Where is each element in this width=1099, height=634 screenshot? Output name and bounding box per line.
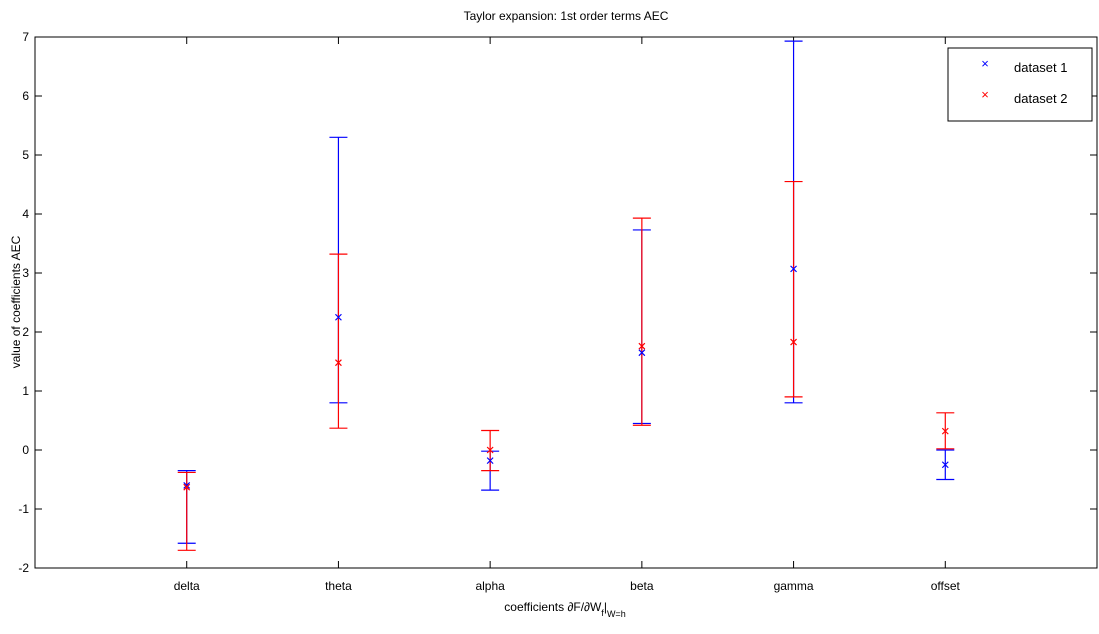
y-tick-label: 4 <box>22 207 29 221</box>
error-bars <box>177 40 955 551</box>
marker-dataset-2 <box>183 483 191 491</box>
legend-marker-dataset-2: × <box>981 87 989 102</box>
x-axis-label-subscript-f: f <box>601 608 604 618</box>
x-tick-label-theta: theta <box>325 579 352 593</box>
y-tick-label: -2 <box>18 561 29 575</box>
marker-dataset-2 <box>941 427 949 435</box>
x-axis-label-bar: | <box>604 600 607 614</box>
marker-dataset-1 <box>638 349 646 357</box>
legend-label-dataset-1: dataset 1 <box>1014 60 1068 75</box>
data-markers <box>183 265 949 491</box>
x-tick-label-gamma: gamma <box>774 579 814 593</box>
legend-marker-dataset-1: × <box>981 56 989 71</box>
x-tick-label-delta: delta <box>174 579 200 593</box>
y-axis-label: value of coefficients AEC <box>9 235 23 368</box>
y-tick-label: 5 <box>22 148 29 162</box>
y-tick-label: 6 <box>22 89 29 103</box>
x-axis-label: coefficients ∂F/∂Wf|W=h <box>504 600 625 619</box>
marker-dataset-2 <box>335 359 342 367</box>
marker-dataset-1 <box>486 457 494 465</box>
axes-box <box>34 36 1098 569</box>
y-tick-label: 0 <box>22 443 29 457</box>
x-axis-label-subscript-w: W=h <box>607 609 626 619</box>
marker-dataset-2 <box>790 338 797 346</box>
plot-background <box>35 37 1097 568</box>
marker-dataset-2 <box>638 342 646 350</box>
marker-dataset-1 <box>941 461 949 469</box>
y-tick-label: 1 <box>22 384 29 398</box>
chart-title: Taylor expansion: 1st order terms AEC <box>464 9 669 23</box>
y-tick-label: 3 <box>22 266 29 280</box>
x-tick-label-alpha: alpha <box>475 579 505 593</box>
y-tick-label: 7 <box>22 30 29 44</box>
y-tick-label: 2 <box>22 325 29 339</box>
marker-dataset-2 <box>486 446 494 454</box>
y-tick-label: -1 <box>18 502 29 516</box>
legend: × dataset 1 × dataset 2 <box>947 47 1093 122</box>
x-axis-label-main: coefficients ∂F/∂W <box>504 600 602 614</box>
marker-dataset-1 <box>183 481 191 489</box>
marker-dataset-1 <box>790 265 797 273</box>
legend-label-dataset-2: dataset 2 <box>1014 91 1068 106</box>
legend-box <box>947 47 1093 122</box>
x-tick-label-beta: beta <box>630 579 654 593</box>
marker-dataset-1 <box>335 313 342 321</box>
x-tick-label-offset: offset <box>931 579 961 593</box>
